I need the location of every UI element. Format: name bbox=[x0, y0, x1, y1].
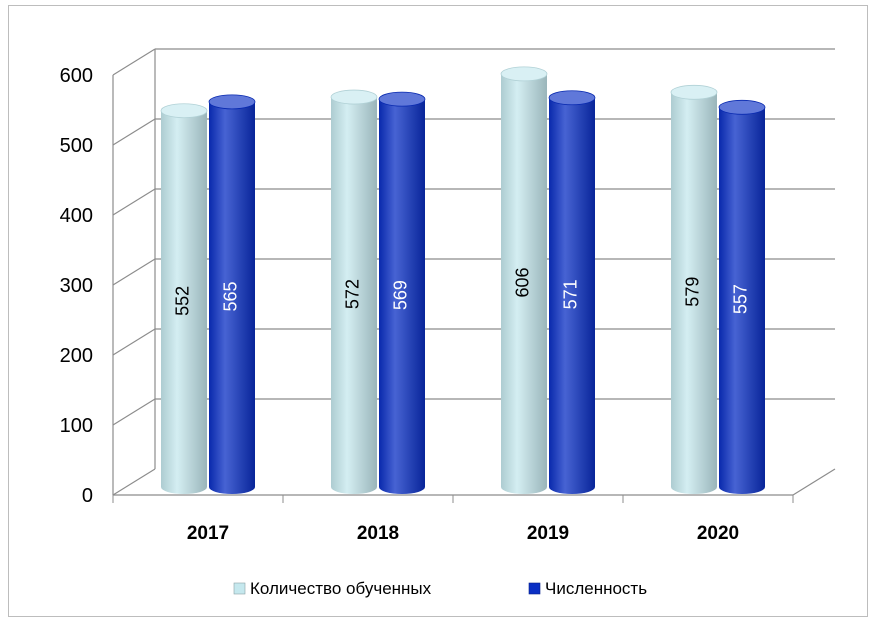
bar-top bbox=[378, 91, 426, 107]
legend-item: Численность bbox=[528, 579, 647, 598]
y-tick-label: 600 bbox=[60, 65, 93, 87]
bar-body bbox=[549, 97, 595, 494]
x-axis: 2017 2018 2019 2020 bbox=[112, 495, 794, 544]
data-label: 571 bbox=[561, 279, 581, 309]
gridline-side bbox=[112, 468, 156, 496]
bar-top bbox=[548, 90, 596, 106]
data-label: 579 bbox=[683, 277, 703, 307]
y-tick-label: 200 bbox=[60, 345, 93, 367]
y-tick-label: 500 bbox=[60, 135, 93, 157]
data-label: 569 bbox=[391, 280, 411, 310]
gridline-side bbox=[112, 258, 156, 286]
bar: 572 bbox=[330, 89, 378, 494]
y-tick-label: 0 bbox=[82, 485, 93, 507]
data-label: 552 bbox=[173, 286, 193, 316]
bar-body bbox=[161, 110, 207, 494]
data-label: 606 bbox=[513, 267, 533, 297]
legend-item: Количество обученных bbox=[233, 579, 432, 598]
gridline-side bbox=[112, 398, 156, 426]
bar: 569 bbox=[378, 91, 426, 495]
bar-body bbox=[719, 107, 765, 494]
bar: 552 bbox=[160, 103, 208, 494]
legend-label: Численность bbox=[545, 579, 647, 598]
bar-body bbox=[331, 97, 377, 494]
y-tick-label: 400 bbox=[60, 205, 93, 227]
bar-top bbox=[670, 84, 718, 100]
legend-label: Количество обученных bbox=[250, 579, 432, 598]
x-tick-label: 2019 bbox=[527, 523, 569, 544]
bar: 557 bbox=[718, 99, 766, 494]
bar-top bbox=[500, 66, 548, 82]
data-label: 565 bbox=[221, 281, 241, 311]
y-tick-label: 300 bbox=[60, 275, 93, 297]
bar-top bbox=[208, 94, 256, 110]
gridline-side bbox=[112, 48, 156, 76]
x-tick-label: 2018 bbox=[357, 523, 399, 544]
bar: 606 bbox=[500, 66, 548, 494]
bar: 571 bbox=[548, 90, 596, 494]
gridline-side bbox=[112, 118, 156, 146]
legend-swatch bbox=[233, 582, 246, 595]
bar-body bbox=[501, 73, 547, 494]
x-tick-label: 2017 bbox=[187, 523, 229, 544]
bar-body bbox=[209, 101, 255, 494]
bars: 552 565 572 569 606 571 579 557 bbox=[160, 66, 766, 495]
bar-top bbox=[160, 103, 208, 119]
data-label: 572 bbox=[343, 279, 363, 309]
bar-body bbox=[379, 99, 425, 495]
bar: 579 bbox=[670, 84, 718, 494]
data-label: 557 bbox=[731, 284, 751, 314]
bar: 565 bbox=[208, 94, 256, 494]
bar-top bbox=[330, 89, 378, 105]
legend: Количество обученных Численность bbox=[233, 579, 647, 598]
y-axis: 0 100 200 300 400 500 600 bbox=[60, 65, 93, 507]
gridline-side bbox=[112, 188, 156, 216]
gridline-side bbox=[112, 328, 156, 356]
bar-top bbox=[718, 99, 766, 115]
floor-right-edge bbox=[792, 468, 836, 496]
x-tick-label: 2020 bbox=[697, 523, 739, 544]
legend-swatch bbox=[528, 582, 541, 595]
y-tick-label: 100 bbox=[60, 415, 93, 437]
bar-body bbox=[671, 92, 717, 494]
